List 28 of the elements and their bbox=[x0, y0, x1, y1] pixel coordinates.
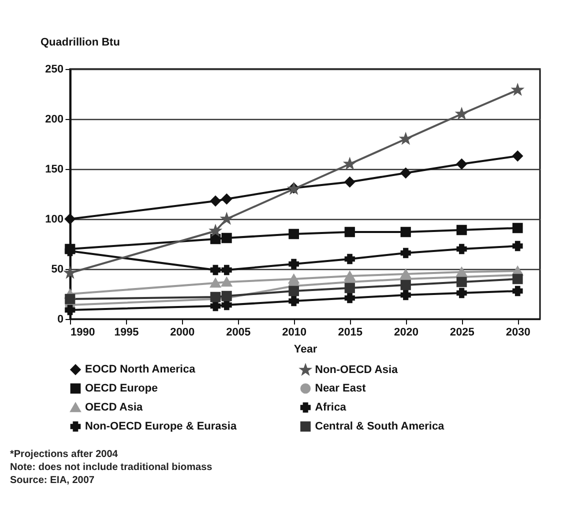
x-tick-label: 2010 bbox=[282, 326, 307, 338]
y-tick-label: 250 bbox=[45, 64, 64, 76]
x-tick-label: 2015 bbox=[338, 326, 363, 338]
legend-label: Near East bbox=[315, 382, 366, 394]
y-tick-label: 0 bbox=[57, 314, 64, 326]
legend-label: OECD Europe bbox=[85, 382, 158, 394]
legend-label: Non-OECD Asia bbox=[315, 364, 399, 376]
x-tick-label: 2000 bbox=[170, 326, 195, 338]
x-tick-label: 1990 bbox=[70, 326, 95, 338]
legend-label: Non-OECD Europe & Eurasia bbox=[85, 420, 238, 432]
x-tick-label: 1995 bbox=[114, 326, 139, 338]
x-tick-label: 2020 bbox=[394, 326, 418, 338]
text: Note: does not include traditional biomass bbox=[10, 462, 213, 473]
x-tick-label: 2030 bbox=[506, 326, 530, 338]
y-tick-label: 150 bbox=[45, 164, 64, 176]
text: *Projections after 2004 bbox=[10, 449, 118, 460]
x-tick-label: 2025 bbox=[450, 326, 474, 338]
y-axis-title: Quadrillion Btu bbox=[40, 36, 120, 48]
y-tick-label: 200 bbox=[45, 114, 64, 126]
legend-label: Central & South America bbox=[315, 420, 446, 432]
y-tick-label: 50 bbox=[51, 264, 64, 276]
legend-label: Africa bbox=[315, 402, 348, 414]
source-note: Source: EIA, 2007 bbox=[10, 475, 95, 486]
x-axis-title: Year bbox=[294, 344, 318, 356]
x-tick-label: 2005 bbox=[226, 326, 251, 338]
y-tick-label: 100 bbox=[45, 214, 64, 226]
legend-label: OECD Asia bbox=[85, 402, 144, 414]
legend-label: EOCD North America bbox=[85, 364, 196, 376]
